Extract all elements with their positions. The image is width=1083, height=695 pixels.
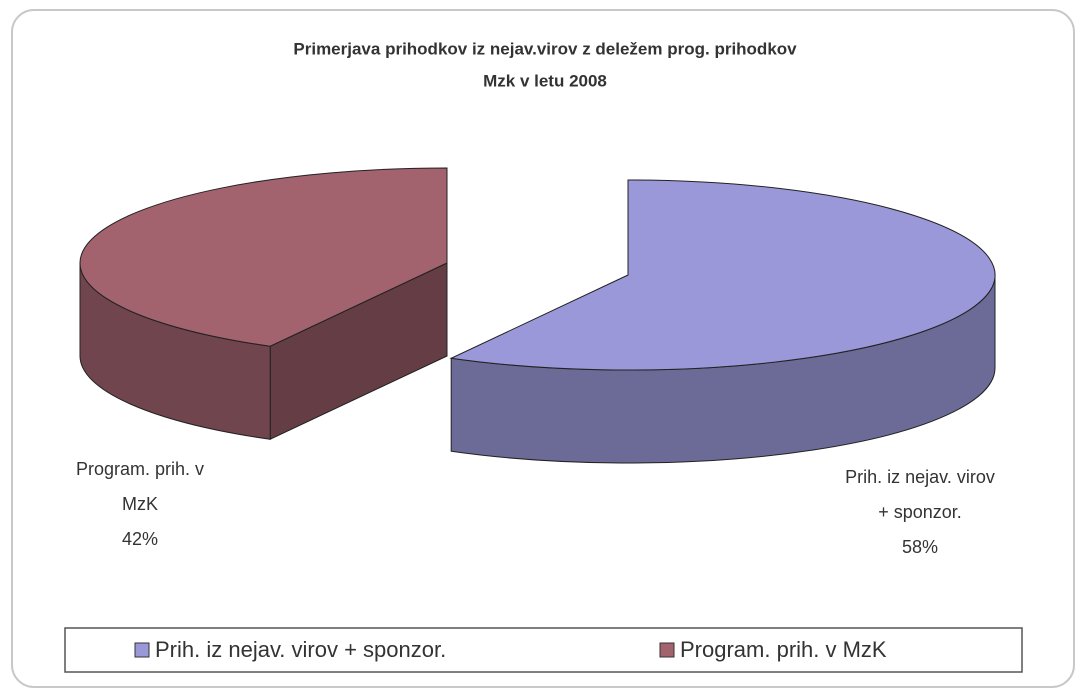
legend-box — [64, 627, 1023, 673]
data-label-category: Program. prih. v MzK — [76, 459, 204, 514]
slice — [79, 167, 448, 347]
legend-label: Prih. iz nejav. virov + sponzor. — [155, 637, 446, 662]
data-label-value: 58% — [902, 537, 938, 557]
chart-title: Mzk v letu 2008 — [483, 71, 607, 90]
data-label-category: Prih. iz nejav. virov + sponzor. — [845, 467, 995, 522]
legend-swatch — [659, 642, 675, 658]
legend-label: Program. prih. v MzK — [680, 637, 887, 662]
legend-swatch — [134, 642, 150, 658]
slice — [449, 179, 996, 371]
chart-title: Primerjava prihodkov iz nejav.virov z de… — [293, 39, 797, 58]
data-label-value: 42% — [122, 529, 158, 549]
